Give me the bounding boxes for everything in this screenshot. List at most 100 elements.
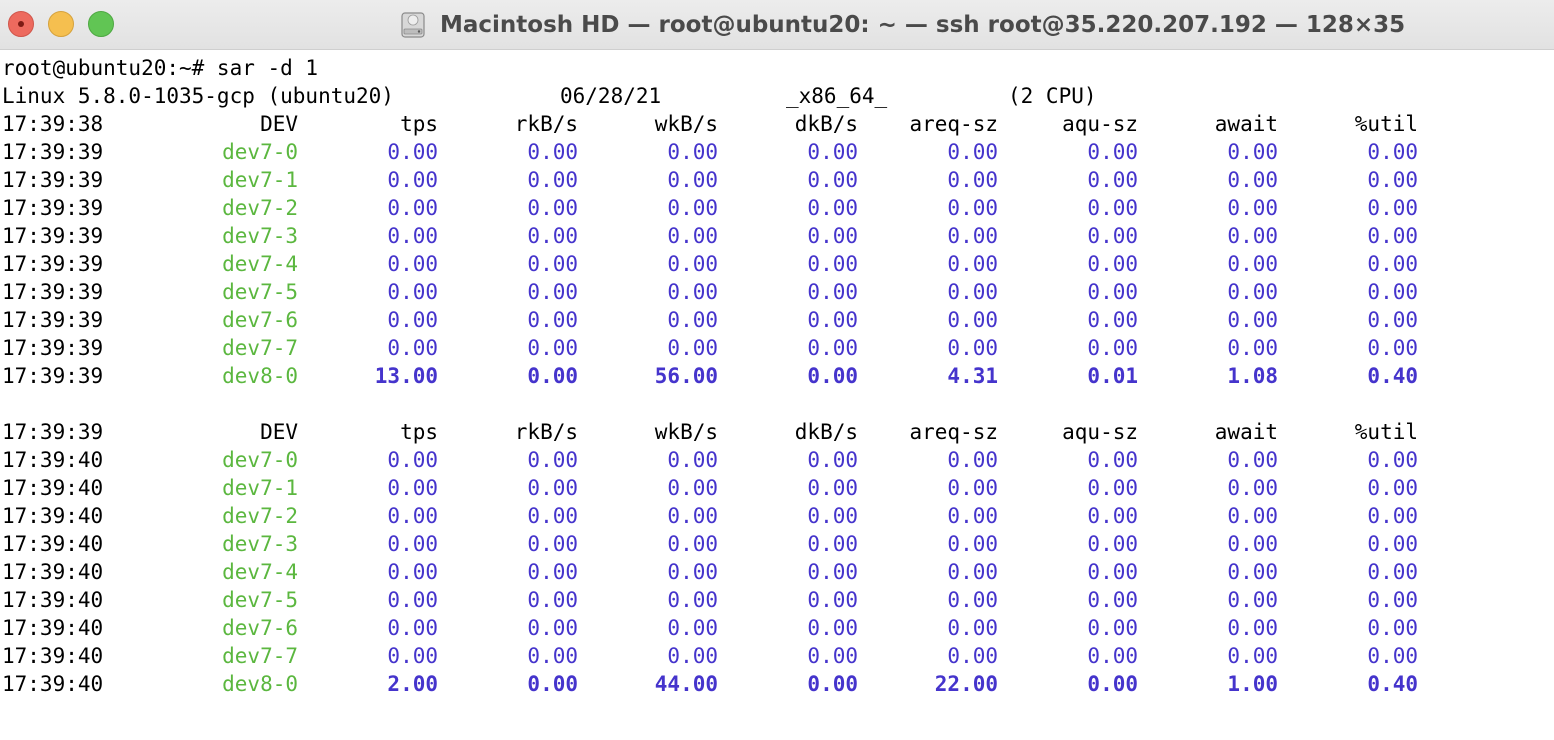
metric-value: 0.00 (1227, 476, 1278, 500)
row-time: 17:39:39 (2, 280, 104, 304)
metric-value: 0.00 (1227, 168, 1278, 192)
metric-value: 0.00 (1087, 672, 1138, 696)
metric-value: 0.00 (387, 224, 438, 248)
metric-value: 0.00 (807, 560, 858, 584)
metric-value: 0.00 (667, 336, 718, 360)
device-name: dev7-5 (222, 588, 298, 612)
table-row: 17:39:40 dev7-4 0.00 0.00 0.00 0.00 0.00 0.00 0.… (2, 558, 1554, 586)
sar-blocks: 17:39:38 DEV tps rkB/s wkB/s dkB/s areq-sz aqu-… (2, 110, 1554, 698)
metric-value: 0.00 (1367, 644, 1418, 668)
metric-value: 0.00 (387, 448, 438, 472)
metric-value: 0.00 (527, 476, 578, 500)
metric-value: 0.00 (1227, 196, 1278, 220)
metric-value: 0.00 (807, 168, 858, 192)
metric-value: 0.00 (1087, 168, 1138, 192)
table-row: 17:39:40 dev7-7 0.00 0.00 0.00 0.00 0.00 0.00 0.… (2, 642, 1554, 670)
metric-value: 0.00 (1087, 252, 1138, 276)
metric-value: 0.00 (807, 672, 858, 696)
column-header: wkB/s (654, 112, 718, 136)
metric-value: 0.00 (1367, 504, 1418, 528)
metric-value: 0.00 (387, 560, 438, 584)
metric-value: 0.00 (667, 168, 718, 192)
column-header: areq-sz (909, 420, 998, 444)
column-header: tps (400, 112, 438, 136)
metric-value: 0.00 (1367, 280, 1418, 304)
metric-value: 0.00 (1227, 336, 1278, 360)
metric-value: 0.00 (527, 364, 578, 388)
metric-value: 0.00 (527, 644, 578, 668)
metric-value: 0.00 (667, 308, 718, 332)
column-header: %util (1354, 112, 1418, 136)
metric-value: 0.00 (947, 448, 998, 472)
column-header: DEV (260, 420, 298, 444)
column-header: aqu-sz (1062, 420, 1138, 444)
metric-value: 0.00 (667, 140, 718, 164)
metric-value: 0.00 (1367, 532, 1418, 556)
device-name: dev7-2 (222, 196, 298, 220)
metric-value: 0.00 (1367, 196, 1418, 220)
table-row: 17:39:40 dev7-1 0.00 0.00 0.00 0.00 0.00 0.00 0.… (2, 474, 1554, 502)
zoom-button[interactable] (88, 11, 114, 37)
column-header-row: 17:39:38 DEV tps rkB/s wkB/s dkB/s areq-sz aqu-… (2, 110, 1554, 138)
metric-value: 0.00 (527, 588, 578, 612)
metric-value: 0.00 (807, 364, 858, 388)
metric-value: 0.00 (387, 532, 438, 556)
metric-value: 0.00 (1087, 336, 1138, 360)
metric-value: 0.00 (1087, 560, 1138, 584)
metric-value: 0.00 (387, 504, 438, 528)
metric-value: 0.00 (807, 280, 858, 304)
window-title-group: Macintosh HD — root@ubuntu20: ~ — ssh ro… (398, 0, 1405, 50)
metric-value: 0.00 (387, 168, 438, 192)
metric-value: 0.00 (1227, 140, 1278, 164)
metric-value: 0.00 (667, 504, 718, 528)
table-row: 17:39:40 dev7-5 0.00 0.00 0.00 0.00 0.00 0.00 0.… (2, 586, 1554, 614)
metric-value: 0.00 (947, 532, 998, 556)
row-time: 17:39:39 (2, 364, 104, 388)
metric-value: 0.00 (527, 196, 578, 220)
metric-value: 0.00 (527, 336, 578, 360)
column-header: rkB/s (514, 112, 578, 136)
metric-value: 0.00 (807, 616, 858, 640)
metric-value: 1.08 (1227, 364, 1278, 388)
minimize-button[interactable] (48, 11, 74, 37)
metric-value: 0.00 (947, 196, 998, 220)
metric-value: 0.00 (947, 140, 998, 164)
kernel-info: Linux 5.8.0-1035-gcp (ubuntu20) (2, 84, 394, 108)
metric-value: 0.00 (1227, 644, 1278, 668)
window-title: Macintosh HD — root@ubuntu20: ~ — ssh ro… (440, 12, 1406, 38)
row-time: 17:39:39 (2, 168, 104, 192)
metric-value: 0.00 (667, 252, 718, 276)
metric-value: 0.00 (807, 504, 858, 528)
title-bar[interactable]: Macintosh HD — root@ubuntu20: ~ — ssh ro… (0, 0, 1554, 50)
metric-value: 4.31 (947, 364, 998, 388)
metric-value: 13.00 (374, 364, 438, 388)
table-row: 17:39:39 dev7-2 0.00 0.00 0.00 0.00 0.00 0.00 0.… (2, 194, 1554, 222)
metric-value: 0.00 (1087, 532, 1138, 556)
metric-value: 0.00 (387, 280, 438, 304)
terminal-output[interactable]: root@ubuntu20:~# sar -d 1 Linux 5.8.0-10… (2, 54, 1554, 740)
row-time: 17:39:39 (2, 140, 104, 164)
date-info: 06/28/21 (560, 84, 662, 108)
hard-drive-icon (398, 10, 428, 40)
metric-value: 0.00 (667, 532, 718, 556)
close-button[interactable] (8, 11, 34, 37)
table-row: 17:39:39 dev7-4 0.00 0.00 0.00 0.00 0.00 0.00 0.… (2, 250, 1554, 278)
metric-value: 0.00 (947, 504, 998, 528)
metric-value: 0.00 (1227, 504, 1278, 528)
metric-value: 0.00 (527, 672, 578, 696)
table-row: 17:39:39 dev7-7 0.00 0.00 0.00 0.00 0.00 0.00 0.… (2, 334, 1554, 362)
metric-value: 0.00 (1367, 168, 1418, 192)
metric-value: 0.00 (667, 448, 718, 472)
row-time: 17:39:39 (2, 196, 104, 220)
metric-value: 0.00 (387, 196, 438, 220)
table-row: 17:39:40 dev7-3 0.00 0.00 0.00 0.00 0.00 0.00 0.… (2, 530, 1554, 558)
row-time: 17:39:40 (2, 448, 104, 472)
table-row: 17:39:39 dev7-1 0.00 0.00 0.00 0.00 0.00 0.00 0.… (2, 166, 1554, 194)
metric-value: 0.00 (387, 140, 438, 164)
column-header: DEV (260, 112, 298, 136)
header-time: 17:39:39 (2, 420, 104, 444)
row-time: 17:39:40 (2, 504, 104, 528)
metric-value: 22.00 (934, 672, 998, 696)
row-time: 17:39:39 (2, 224, 104, 248)
column-header: areq-sz (909, 112, 998, 136)
